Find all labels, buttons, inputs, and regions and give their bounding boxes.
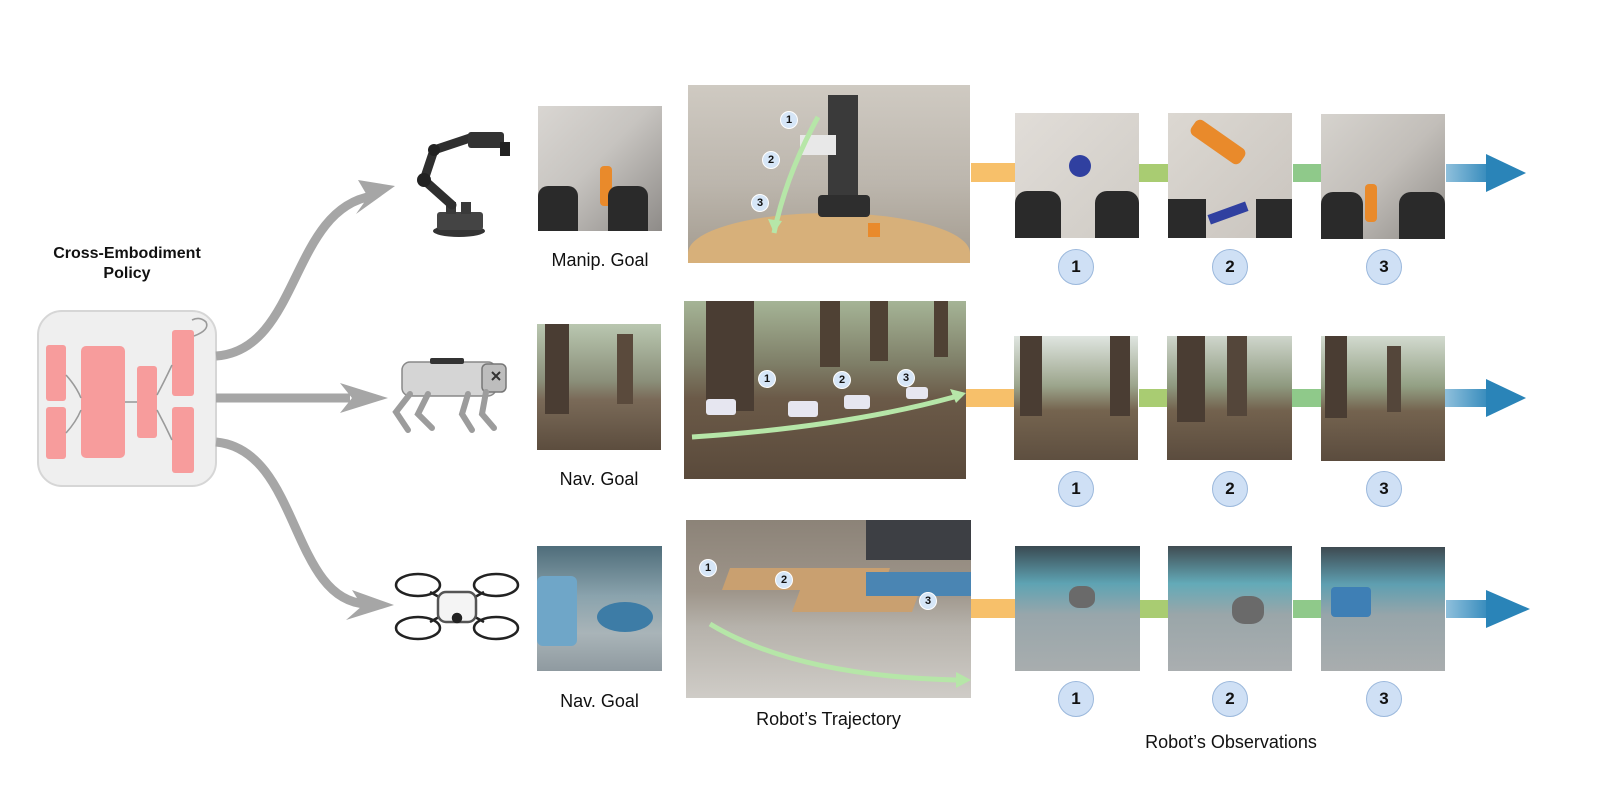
observations-label: Robot’s Observations [1145, 732, 1317, 752]
step-badge: 1 [1058, 681, 1094, 717]
step-badge: 3 [1366, 249, 1402, 285]
traj-marker: 3 [897, 369, 915, 387]
step-badge: 3 [1366, 471, 1402, 507]
traj-marker: 1 [699, 559, 717, 577]
drone-trajectory-image: 1 2 3 [686, 520, 971, 698]
observation-image [1321, 547, 1445, 671]
observation-image [1168, 113, 1292, 238]
manip-goal-label: Manip. Goal [551, 250, 649, 270]
observation-image [1015, 113, 1139, 238]
nav-trajectory-image: 1 2 3 [684, 301, 966, 479]
traj-marker: 1 [780, 111, 798, 129]
policy-title-line2: Policy [103, 265, 151, 282]
traj-marker: 2 [762, 151, 780, 169]
observation-image [1321, 336, 1445, 461]
traj-marker: 2 [775, 571, 793, 589]
manip-trajectory-path [768, 115, 821, 234]
trajectory-label: Robot’s Trajectory [756, 709, 901, 729]
step-badge: 2 [1212, 249, 1248, 285]
step-badge: 1 [1058, 471, 1094, 507]
observation-image [1168, 546, 1292, 671]
branch-arrows [215, 191, 373, 609]
step-badge: 2 [1212, 471, 1248, 507]
observation-image [1167, 336, 1292, 460]
observation-image [1015, 546, 1140, 671]
nav-goal-label: Nav. Goal [559, 469, 639, 489]
drone-trajectory-path [708, 621, 971, 688]
manip-goal-image [538, 106, 662, 231]
policy-title: Cross-Embodiment Policy [38, 244, 216, 284]
traj-marker: 3 [751, 194, 769, 212]
traj-marker: 2 [833, 371, 851, 389]
nav-trajectory-path [691, 389, 966, 440]
step-badge: 3 [1366, 681, 1402, 717]
traj-marker: 1 [758, 370, 776, 388]
observation-image [1014, 336, 1138, 460]
traj-marker: 3 [919, 592, 937, 610]
nav-goal-image [537, 324, 661, 450]
nav-goal-label: Nav. Goal [560, 691, 639, 711]
observation-image [1321, 114, 1445, 239]
step-badge: 2 [1212, 681, 1248, 717]
manip-trajectory-image: 1 2 3 [688, 85, 970, 263]
policy-title-line1: Cross-Embodiment [53, 245, 201, 262]
policy-box [37, 310, 217, 487]
step-badge: 1 [1058, 249, 1094, 285]
nav-goal-image [537, 546, 662, 671]
